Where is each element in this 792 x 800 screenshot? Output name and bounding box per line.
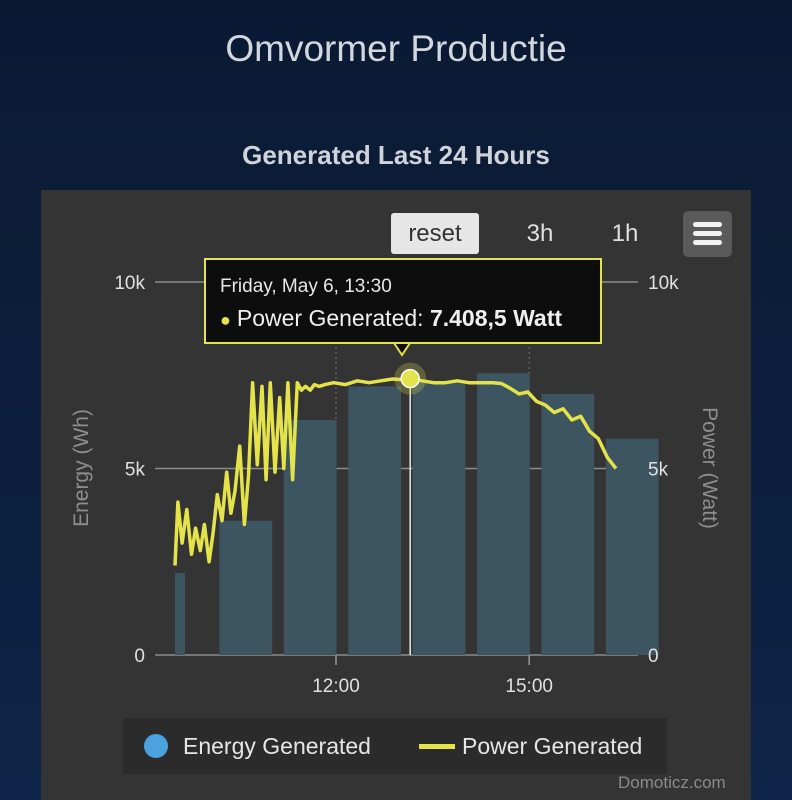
y-right-tick-label: 5k (648, 460, 669, 481)
tooltip-value: 7.408,5 Watt (429, 305, 563, 331)
power-legend-line-icon (419, 744, 455, 749)
tooltip-line: ● Power Generated: 7.408,5 Watt (220, 305, 562, 332)
series-dot-icon: ● (220, 310, 231, 330)
legend-item-energy[interactable]: Energy Generated (183, 733, 371, 759)
y-right-tick-label: 0 (648, 646, 659, 667)
x-tick-label: 15:00 (505, 676, 553, 697)
energy-bar[interactable] (175, 572, 185, 655)
y-left-axis-title: Energy (Wh) (70, 409, 93, 527)
range-1h-button[interactable]: 1h (611, 220, 639, 247)
chart-title: Generated Last 24 Hours (242, 140, 550, 170)
chart-tooltip: Friday, May 6, 13:30 ● Power Generated: 7… (204, 258, 602, 344)
reset-zoom-button[interactable]: reset (391, 213, 479, 254)
y-left-tick-label: 10k (114, 273, 145, 294)
y-left-tick-label: 0 (134, 646, 145, 667)
credits-link[interactable]: Domoticz.com (618, 773, 726, 792)
x-tick-label: 12:00 (312, 676, 360, 697)
highlight-point[interactable] (400, 368, 420, 389)
menu-bar (693, 222, 722, 227)
hamburger-menu-icon[interactable] (683, 211, 732, 257)
energy-legend-dot-icon (144, 734, 168, 758)
y-right-axis-title: Power (Watt) (698, 407, 721, 529)
power-line[interactable] (173, 376, 618, 566)
tooltip-series-name: Power Generated: (236, 305, 424, 331)
y-right-tick-label: 10k (648, 273, 679, 294)
range-3h-button[interactable]: 3h (526, 220, 554, 247)
legend-item-power[interactable]: Power Generated (462, 733, 643, 759)
energy-bar[interactable] (219, 520, 273, 655)
energy-bar[interactable] (541, 393, 595, 655)
tooltip-pointer (393, 342, 411, 357)
page-title: Omvormer Productie (225, 28, 567, 69)
y-left-tick-label: 5k (125, 460, 146, 481)
energy-bar[interactable] (605, 438, 659, 655)
menu-bar (693, 240, 722, 245)
menu-bar (693, 231, 722, 236)
tooltip-date: Friday, May 6, 13:30 (220, 276, 392, 297)
energy-bar[interactable] (477, 373, 530, 655)
energy-bar[interactable] (412, 382, 466, 655)
energy-bar[interactable] (348, 386, 402, 655)
chart-legend: Energy Generated Power Generated (123, 718, 667, 774)
